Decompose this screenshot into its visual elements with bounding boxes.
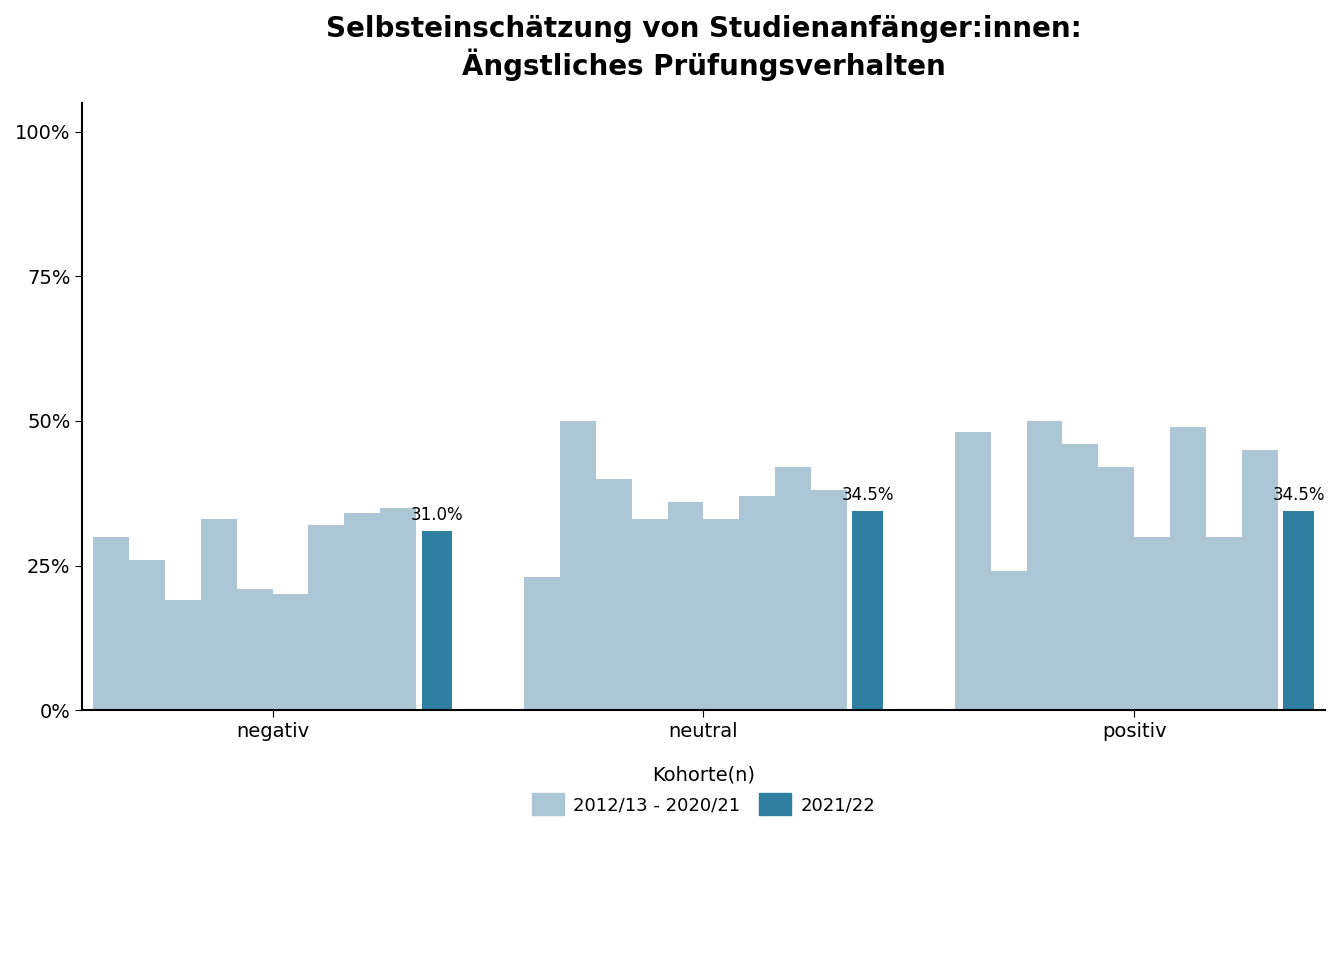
Bar [129,560,165,710]
Bar [812,491,847,710]
Bar [632,519,668,710]
Bar [1284,511,1314,710]
Bar [1098,468,1134,710]
Bar [991,571,1027,710]
Text: 34.5%: 34.5% [841,486,894,504]
Bar [1134,537,1171,710]
Bar [93,537,129,710]
Text: 31.0%: 31.0% [410,506,464,524]
Bar [200,519,237,710]
Bar [560,420,595,710]
Bar [668,502,703,710]
Bar [344,514,380,710]
Bar [1206,537,1242,710]
Legend: 2012/13 - 2020/21, 2021/22: 2012/13 - 2020/21, 2021/22 [524,758,882,823]
Bar [165,600,200,710]
Bar [595,479,632,710]
Bar [775,468,812,710]
Bar [309,525,344,710]
Bar [380,508,417,710]
Bar [524,577,560,710]
Bar [237,588,273,710]
Bar [273,594,309,710]
Title: Selbsteinschätzung von Studienanfänger:innen:
Ängstliches Prüfungsverhalten: Selbsteinschätzung von Studienanfänger:i… [325,15,1082,81]
Bar [1171,426,1206,710]
Bar [1027,420,1063,710]
Bar [739,496,775,710]
Bar [852,511,883,710]
Bar [703,519,739,710]
Bar [422,531,452,710]
Text: 34.5%: 34.5% [1273,486,1325,504]
Bar [1242,450,1278,710]
Bar [1063,444,1098,710]
Bar [954,432,991,710]
